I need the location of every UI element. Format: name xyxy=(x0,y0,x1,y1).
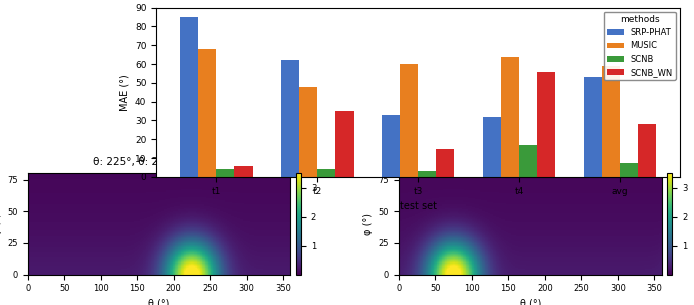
Bar xyxy=(638,124,657,177)
Title: θ: 225°, θ̇: 225°, MAE: 0°: θ: 225°, θ̇: 225°, MAE: 0° xyxy=(94,157,225,167)
Y-axis label: φ (°): φ (°) xyxy=(363,213,373,235)
Bar xyxy=(620,163,638,177)
Bar xyxy=(317,169,335,177)
Title: θ: 75°, θ̇: 80°, MAE: 5°: θ: 75°, θ̇: 80°, MAE: 5° xyxy=(471,157,589,167)
Bar xyxy=(217,169,235,177)
Y-axis label: MAE (°): MAE (°) xyxy=(119,74,129,111)
Bar xyxy=(437,149,455,177)
X-axis label: θ (°): θ (°) xyxy=(149,299,170,305)
Legend: SRP-PHAT, MUSIC, SCNB, SCNB_WN: SRP-PHAT, MUSIC, SCNB, SCNB_WN xyxy=(604,12,676,80)
Bar xyxy=(235,166,253,177)
Bar xyxy=(180,17,198,177)
X-axis label: test set: test set xyxy=(400,201,437,211)
Bar xyxy=(418,171,437,177)
Bar xyxy=(584,77,602,177)
Bar xyxy=(382,115,400,177)
Bar xyxy=(519,145,537,177)
Bar xyxy=(501,56,519,177)
Bar xyxy=(400,64,418,177)
Bar xyxy=(602,66,620,177)
Bar xyxy=(198,49,217,177)
Bar xyxy=(335,111,353,177)
Y-axis label: φ (°): φ (°) xyxy=(0,213,2,235)
Bar xyxy=(281,60,299,177)
Bar xyxy=(299,87,317,177)
Bar xyxy=(483,117,501,177)
X-axis label: θ (°): θ (°) xyxy=(520,299,541,305)
Bar xyxy=(537,72,555,177)
